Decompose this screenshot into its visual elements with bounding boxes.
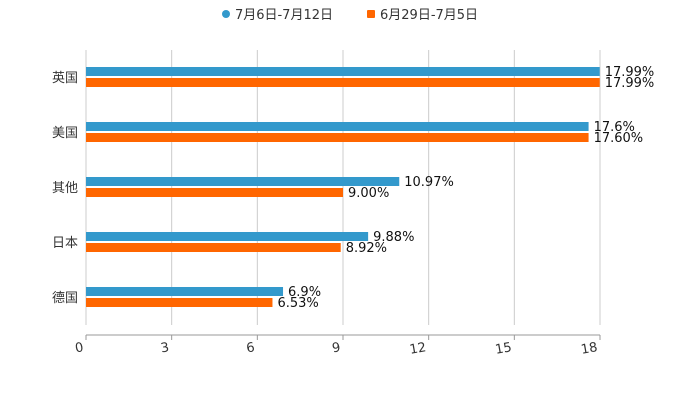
bar [86,177,400,186]
data-label: 17.6% [594,120,635,135]
legend-label: 7月6日-7月12日 [234,8,333,23]
data-label: 9.88% [373,230,414,245]
data-label: 17.99% [605,65,655,80]
data-label: 17.60% [594,131,644,146]
y-category-label: 英国 [52,71,78,86]
legend-item-series-1[interactable]: 7月6日-7月12日 [221,4,333,23]
legend-marker [221,9,230,18]
bar [86,298,273,307]
bar [86,287,284,296]
y-category-label: 美国 [52,126,78,141]
data-label: 8.92% [346,241,387,256]
y-category-label: 德国 [52,291,78,306]
data-label: 6.9% [288,285,321,300]
bar [86,232,369,241]
x-tick-label: 0 [74,340,85,356]
bar [86,122,589,131]
x-tick-label: 3 [160,340,171,356]
x-tick-label: 12 [408,340,427,358]
data-label: 10.97% [404,175,454,190]
bar [86,78,600,87]
x-tick-label: 9 [331,340,342,356]
x-tick-label: 6 [245,340,256,356]
legend-label: 6月29日-7月5日 [380,8,479,23]
bar [86,188,343,197]
y-category-label: 其他 [52,181,78,196]
data-label: 6.53% [277,296,318,311]
bar [86,133,589,142]
bar [86,243,341,252]
legend-item-series-2[interactable]: 6月29日-7月5日 [367,4,478,23]
legend-marker [367,9,375,18]
y-category-label: 日本 [52,236,78,251]
data-label: 9.00% [348,186,389,201]
legend: 7月6日-7月12日 6月29日-7月5日 [0,4,700,23]
bar [86,67,600,76]
x-tick-label: 18 [580,340,599,358]
data-label: 17.99% [605,76,655,91]
x-tick-label: 15 [494,340,513,358]
